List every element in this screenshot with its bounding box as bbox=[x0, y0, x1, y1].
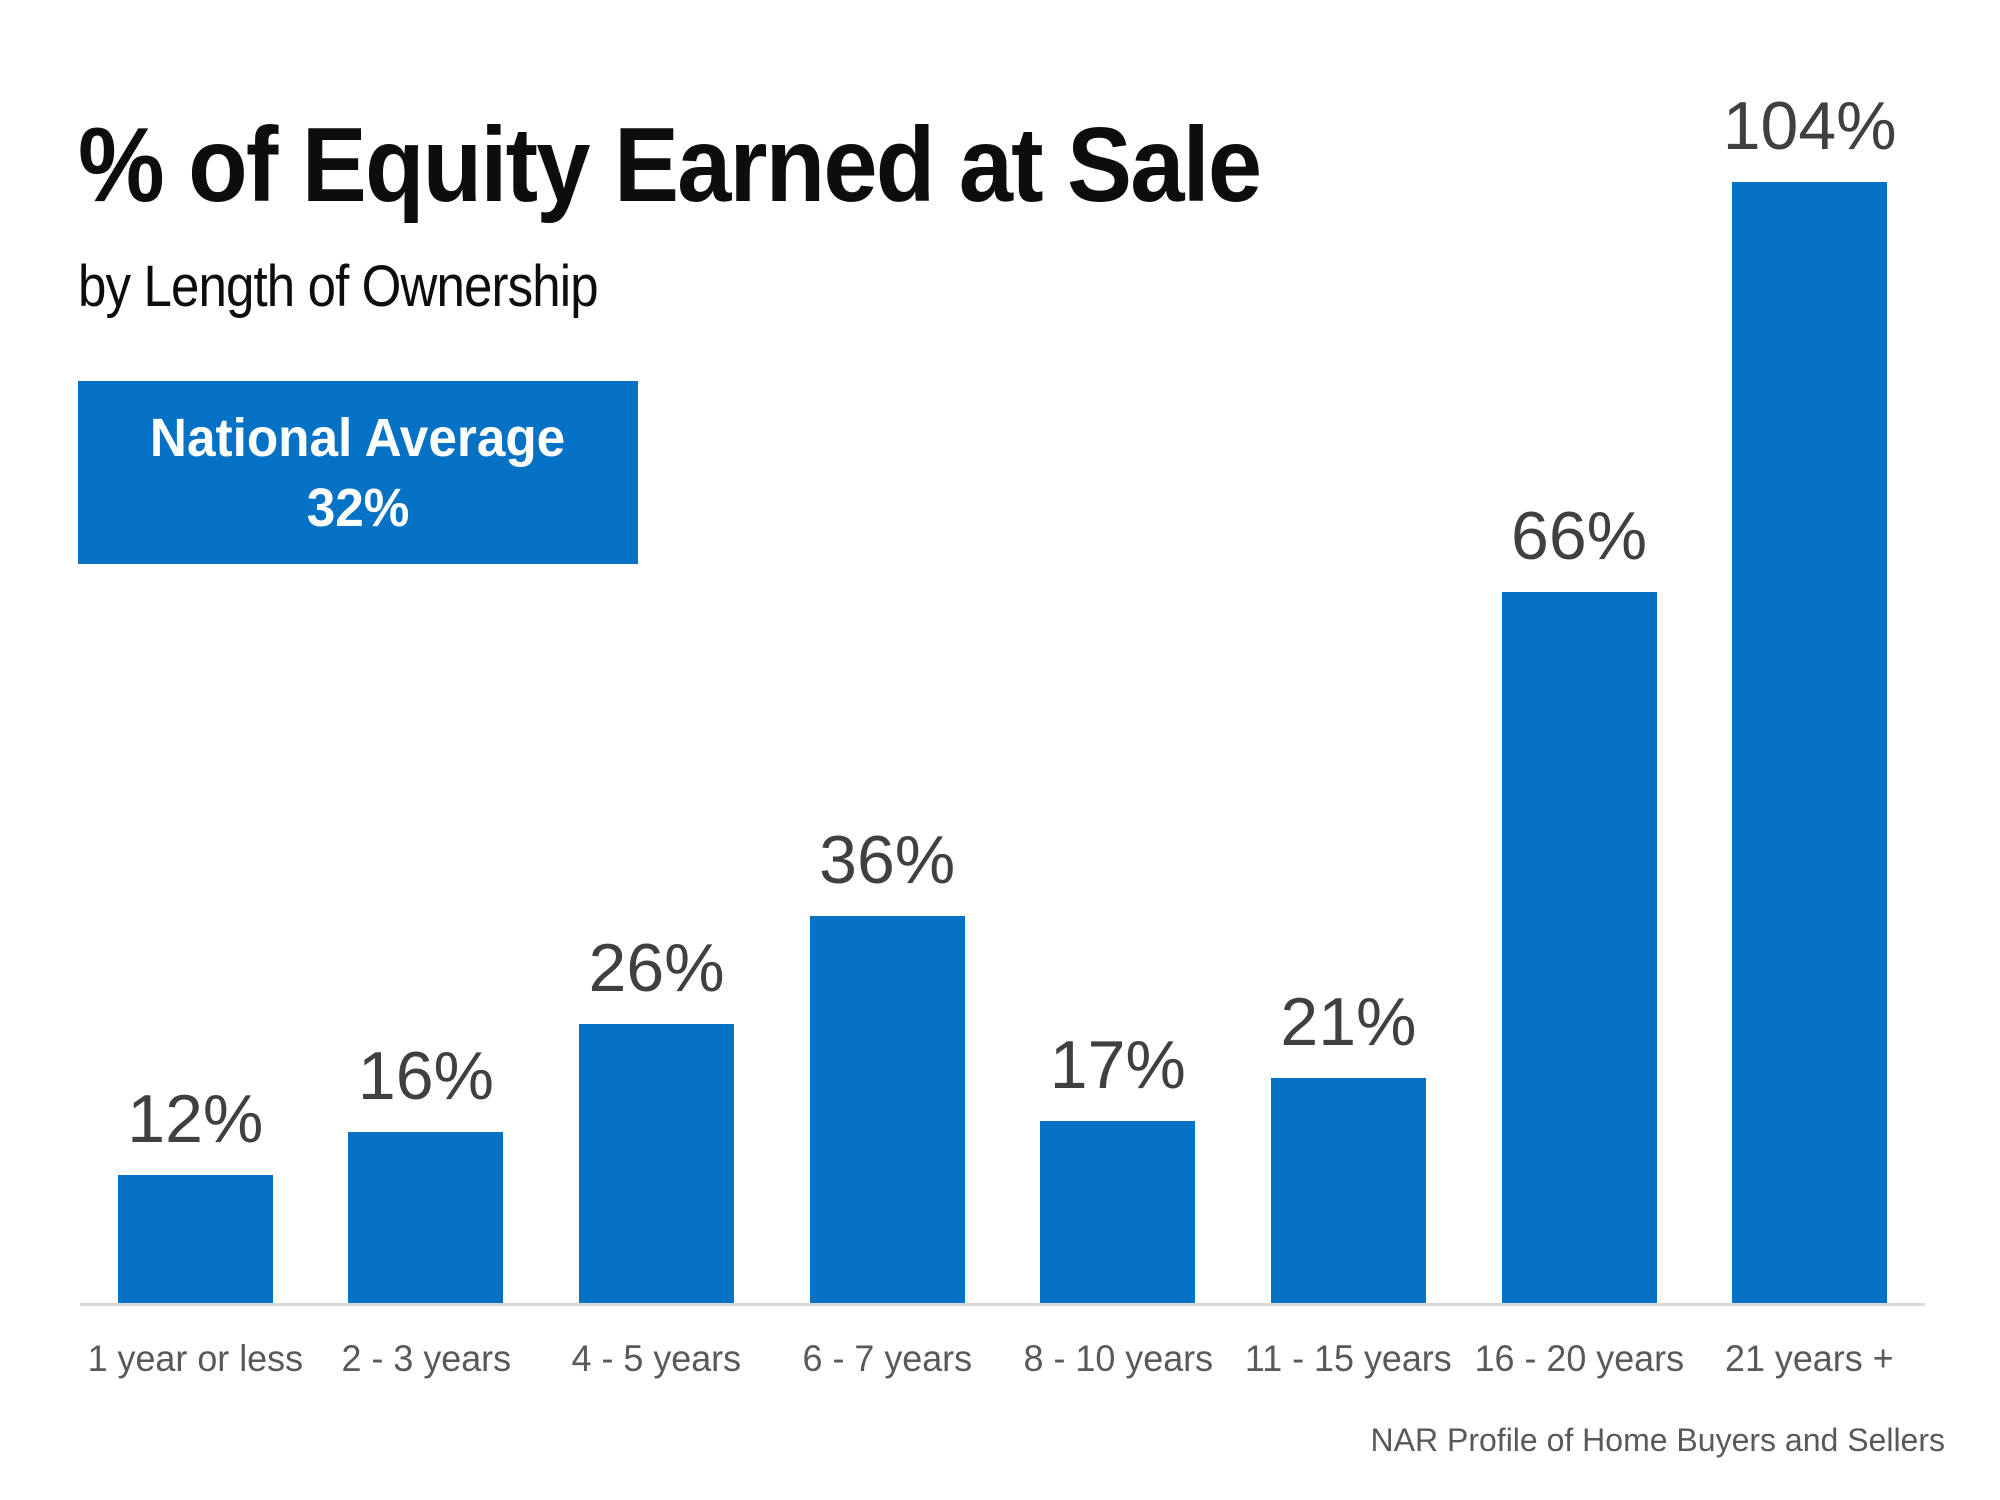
source-credit: NAR Profile of Home Buyers and Sellers bbox=[1370, 1422, 1945, 1458]
category-label: 11 - 15 years bbox=[1245, 1338, 1452, 1379]
national-average-value: 32% bbox=[306, 477, 410, 538]
bar bbox=[117, 1175, 273, 1305]
bar-value-label: 16% bbox=[357, 1038, 494, 1114]
bar bbox=[1270, 1078, 1426, 1305]
chart-title: % of Equity Earned at Sale bbox=[78, 106, 1262, 224]
bar-group: 16% bbox=[311, 65, 542, 1305]
bar bbox=[1732, 182, 1888, 1305]
category-label: 21 years + bbox=[1725, 1338, 1894, 1379]
bar-value-label: 36% bbox=[819, 822, 956, 898]
bar-value-label: 12% bbox=[127, 1081, 264, 1157]
bar-group: 36% bbox=[772, 65, 1003, 1305]
category-label: 6 - 7 years bbox=[802, 1338, 972, 1379]
bar-value-label: 104% bbox=[1722, 88, 1897, 164]
bar bbox=[1040, 1121, 1196, 1305]
bar bbox=[1501, 592, 1657, 1305]
x-axis-line bbox=[80, 1303, 1925, 1306]
bar-group: 17% bbox=[1003, 65, 1234, 1305]
bar-group: 21% bbox=[1233, 65, 1464, 1305]
category-label: 8 - 10 years bbox=[1023, 1338, 1213, 1379]
national-average-badge: National Average 32% bbox=[78, 381, 638, 564]
bar-chart: 12% 16% 26% 36% 17% 21% 66% 104% bbox=[80, 65, 1925, 1305]
category-label: 16 - 20 years bbox=[1474, 1338, 1684, 1379]
bar-value-label: 17% bbox=[1049, 1027, 1186, 1103]
bar-group: 12% bbox=[80, 65, 311, 1305]
bar bbox=[809, 916, 965, 1305]
bar-group: 66% bbox=[1464, 65, 1695, 1305]
bar bbox=[348, 1132, 504, 1305]
bar-value-label: 26% bbox=[588, 930, 725, 1006]
bar-value-label: 66% bbox=[1511, 498, 1648, 574]
category-label: 4 - 5 years bbox=[571, 1338, 742, 1379]
category-label: 2 - 3 years bbox=[341, 1338, 511, 1379]
category-label: 1 year or less bbox=[87, 1338, 304, 1379]
bar-value-label: 21% bbox=[1280, 984, 1417, 1060]
category-axis: 1 year or less 2 - 3 years 4 - 5 years 6 - … bbox=[80, 1340, 1925, 1377]
national-average-label: National Average bbox=[150, 407, 566, 468]
bar-group: 26% bbox=[541, 65, 772, 1305]
bar bbox=[579, 1024, 735, 1305]
bar-group: 104% bbox=[1694, 65, 1925, 1305]
chart-subtitle: by Length of Ownership bbox=[78, 254, 599, 319]
